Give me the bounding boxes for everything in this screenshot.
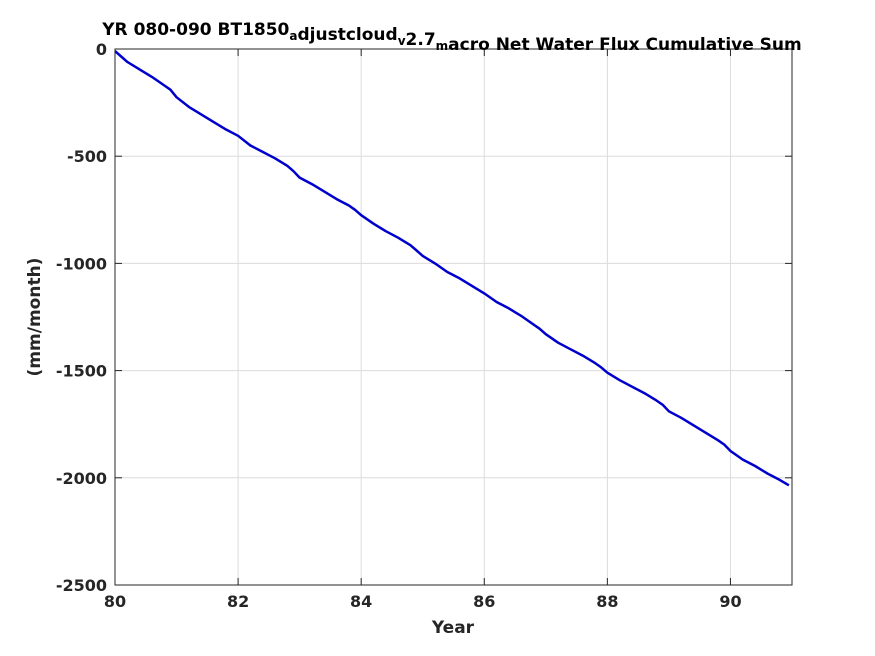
x-tick-label: 90 [719, 592, 741, 611]
x-tick-label: 82 [227, 592, 249, 611]
y-tick-label: -1500 [56, 362, 107, 381]
y-tick-label: -2000 [56, 469, 107, 488]
x-tick-label: 80 [104, 592, 126, 611]
axes-box [114, 48, 793, 586]
tick-labels: 80 82 84 86 88 90 0 -500 -1000 -1500 -2000 -2500 [56, 40, 742, 611]
y-tick-label: 0 [96, 40, 107, 59]
x-tick-label: 84 [350, 592, 372, 611]
y-axis-label: (mm/month) [25, 258, 45, 377]
y-tick-label: -1000 [56, 254, 107, 273]
series-line [114, 50, 790, 487]
chart-title: YR 080-090 BT1850adjustcloudv2.7macro Ne… [101, 20, 802, 55]
x-axis-label: Year [431, 618, 475, 638]
y-tick-label: -500 [67, 147, 107, 166]
x-tick-label: 88 [596, 592, 618, 611]
y-tick-label: -2500 [56, 576, 107, 595]
grid [114, 48, 792, 586]
x-tick-label: 86 [473, 592, 495, 611]
series [114, 50, 790, 487]
ticks [114, 48, 792, 586]
